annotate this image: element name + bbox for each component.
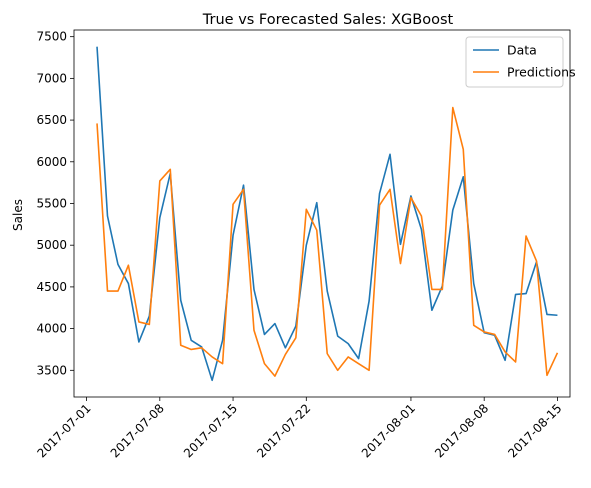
series-line-data (96, 46, 558, 382)
y-axis-label: Sales (11, 199, 25, 231)
y-tick-label: 3500 (36, 363, 67, 377)
legend-label-data: Data (507, 43, 537, 58)
y-tick-label: 7000 (36, 71, 67, 85)
x-tick-label: 2017-08-01 (359, 401, 418, 460)
series-line-predictions (96, 106, 559, 377)
x-tick-label: 2017-07-22 (254, 401, 313, 460)
x-tick-label: 2017-08-08 (432, 401, 491, 460)
y-tick-label: 5000 (36, 238, 67, 252)
x-tick-label: 2017-07-01 (34, 401, 93, 460)
y-tick-label: 6500 (36, 113, 67, 127)
x-tick-label: 2017-07-15 (181, 401, 240, 460)
y-tick-label: 5500 (36, 196, 67, 210)
y-tick-label: 4500 (36, 280, 67, 294)
y-tick-label: 7500 (36, 30, 67, 44)
x-tick-label: 2017-07-08 (108, 401, 167, 460)
legend: Data Predictions (465, 36, 576, 88)
legend-label-predictions: Predictions (507, 65, 576, 80)
x-tick-label: 2017-08-15 (505, 401, 564, 460)
y-tick-label: 4000 (36, 322, 67, 336)
plot-frame (73, 29, 571, 398)
y-tick-label: 6000 (36, 155, 67, 169)
chart-title: True vs Forecasted Sales: XGBoost (202, 12, 454, 28)
